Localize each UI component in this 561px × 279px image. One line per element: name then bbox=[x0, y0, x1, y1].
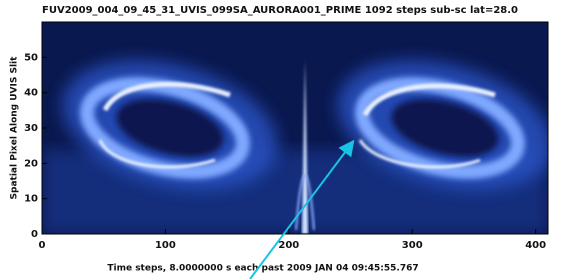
y-tick-label: 40 bbox=[24, 88, 38, 99]
chart: FUV2009_004_09_45_31_UVIS_099SA_AURORA00… bbox=[0, 0, 561, 279]
x-tick-label: 300 bbox=[402, 240, 423, 251]
x-axis-label: Time steps, 8.0000000 s each past 2009 J… bbox=[107, 264, 418, 274]
y-tick-label: 10 bbox=[24, 194, 38, 205]
aurora-image bbox=[42, 22, 561, 234]
y-axis-label: Spatial Pixel Along UVIS Slit bbox=[10, 56, 20, 200]
x-tick-label: 100 bbox=[155, 240, 176, 251]
y-tick-label: 30 bbox=[24, 123, 38, 134]
x-tick-label: 400 bbox=[525, 240, 546, 251]
x-tick-label: 200 bbox=[278, 240, 299, 251]
y-tick-label: 20 bbox=[24, 158, 38, 169]
y-tick-label: 0 bbox=[31, 229, 38, 240]
chart-title: FUV2009_004_09_45_31_UVIS_099SA_AURORA00… bbox=[42, 5, 518, 16]
y-tick-label: 50 bbox=[24, 52, 38, 63]
x-tick-label: 0 bbox=[39, 240, 46, 251]
